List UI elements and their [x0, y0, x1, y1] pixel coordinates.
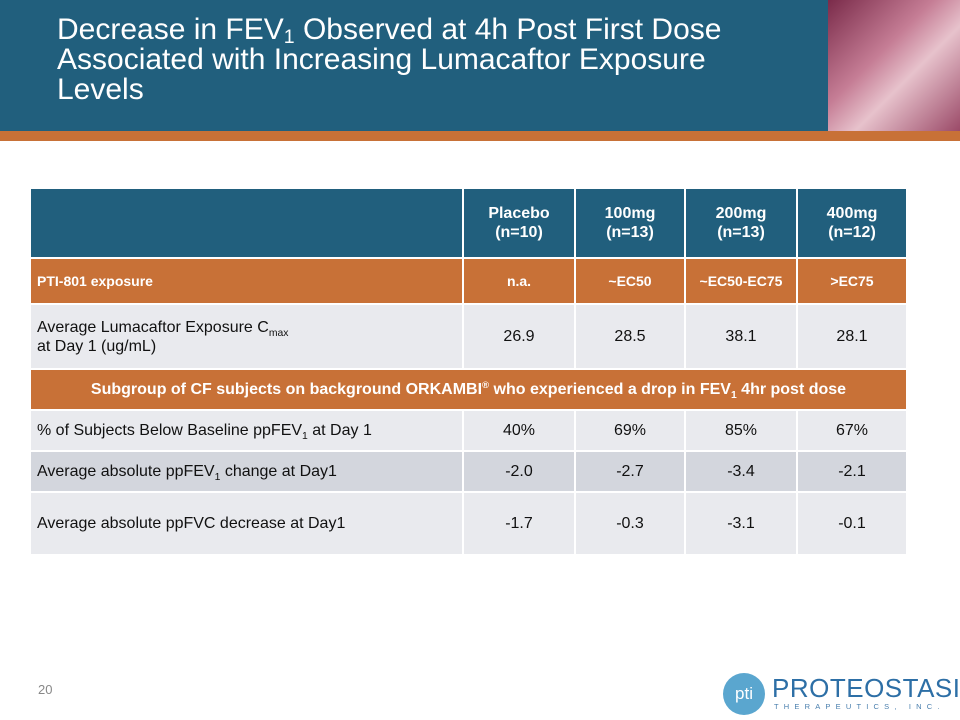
- column-n: (n=12): [828, 224, 876, 241]
- cell-value: -2.1: [838, 463, 866, 480]
- table-cell: 85%: [686, 411, 796, 450]
- column-header: 100mg (n=13): [605, 204, 656, 242]
- cell-value: -2.0: [505, 463, 533, 480]
- data-table: Placebo (n=10) 100mg (n=13) 200mg (n=13) 400mg…: [30, 188, 907, 555]
- label-text: Average Lumacaftor Exposure C: [37, 318, 269, 336]
- table-cell: 28.5: [576, 305, 684, 368]
- label-text: change at Day1: [220, 463, 337, 480]
- column-name: 400mg: [826, 205, 878, 222]
- table-cell: -0.3: [576, 493, 684, 554]
- cell-value: -3.1: [727, 515, 755, 532]
- cell-value: 28.1: [836, 328, 868, 345]
- table-cell: -3.1: [686, 493, 796, 554]
- table-cell: 40%: [464, 411, 574, 450]
- header-rule: [0, 131, 960, 141]
- logo-mark: pti: [723, 673, 765, 715]
- cell-value: >EC75: [830, 272, 874, 289]
- label-sub: 1: [214, 472, 221, 483]
- row-label: Average absolute ppFEV1 change at Day1: [37, 462, 337, 483]
- cell-value: -3.4: [727, 463, 755, 480]
- cell-value: -1.7: [505, 515, 533, 532]
- column-header: 400mg (n=12): [827, 204, 878, 242]
- label-sub: 1: [730, 390, 737, 401]
- label-sub: max: [268, 327, 289, 339]
- table-cell: [31, 189, 462, 257]
- table-cell: -3.4: [686, 452, 796, 491]
- label-text: PTI-801 exposure: [37, 272, 153, 289]
- table-cell: 28.1: [798, 305, 906, 368]
- table-cell: Average absolute ppFVC decrease at Day1: [31, 493, 462, 554]
- row-label: Average absolute ppFVC decrease at Day1: [37, 514, 345, 533]
- table-cell: 38.1: [686, 305, 796, 368]
- table-cell: -2.1: [798, 452, 906, 491]
- cell-value: 67%: [835, 422, 869, 439]
- cell-value: ~EC50: [608, 272, 652, 289]
- label-text: at Day 1: [307, 422, 372, 439]
- cell-value: 40%: [502, 422, 536, 439]
- label-sub: 1: [302, 431, 308, 442]
- column-header: 200mg (n=13): [716, 204, 767, 242]
- label-text: Subgroup of CF subjects on background OR…: [90, 381, 483, 398]
- table-cell: Subgroup of CF subjects on background OR…: [31, 370, 906, 409]
- cell-value: 85%: [724, 422, 758, 439]
- cell-value: 28.5: [614, 328, 646, 345]
- table-cell: 69%: [576, 411, 684, 450]
- cell-value: n.a.: [506, 272, 532, 289]
- cell-value: -2.7: [616, 463, 644, 480]
- cell-value: 38.1: [725, 328, 757, 345]
- label-text: at Day 1 (ug/mL): [37, 337, 157, 355]
- table-cell: 67%: [798, 411, 906, 450]
- table-cell: 26.9: [464, 305, 574, 368]
- table-cell: ~EC50-EC75: [686, 259, 796, 303]
- table-cell: -2.7: [576, 452, 684, 491]
- column-name: Placebo: [488, 205, 550, 222]
- table-cell: PTI-801 exposure: [31, 259, 462, 303]
- table-cell: -0.1: [798, 493, 906, 554]
- label-text: Average absolute ppFEV: [37, 463, 215, 480]
- table-cell: n.a.: [464, 259, 574, 303]
- column-n: (n=10): [495, 224, 543, 241]
- logo-tagline: THERAPEUTICS, INC.: [774, 702, 945, 711]
- label-text: who experienced a drop in FEV: [489, 381, 731, 398]
- slide-title: Decrease in FEV1 Observed at 4h Post Fir…: [57, 15, 797, 105]
- label-sup: ®: [482, 380, 490, 391]
- row-label: Subgroup of CF subjects on background OR…: [90, 380, 847, 401]
- cell-value: -0.3: [616, 515, 644, 532]
- table-cell: Placebo (n=10): [464, 189, 574, 257]
- table-cell: ~EC50: [576, 259, 684, 303]
- header-image: [828, 0, 960, 131]
- column-name: 100mg: [604, 205, 656, 222]
- label-text: 4hr post dose: [736, 381, 847, 398]
- label-text: Average absolute ppFVC decrease at Day1: [37, 515, 346, 532]
- table-cell: % of Subjects Below Baseline ppFEV1 at D…: [31, 411, 462, 450]
- cell-value: ~EC50-EC75: [699, 272, 783, 289]
- title-sub: 1: [283, 26, 295, 48]
- cell-value: 69%: [613, 422, 647, 439]
- column-n: (n=13): [606, 224, 654, 241]
- header-band: [0, 0, 960, 131]
- table-cell: -1.7: [464, 493, 574, 554]
- logo-name: PROTEOSTASIS: [772, 673, 960, 703]
- table-cell: >EC75: [798, 259, 906, 303]
- cell-value: -0.1: [838, 515, 866, 532]
- table-cell: 400mg (n=12): [798, 189, 906, 257]
- row-label: % of Subjects Below Baseline ppFEV1 at D…: [37, 421, 372, 442]
- column-name: 200mg: [715, 205, 767, 222]
- row-label: Average Lumacaftor Exposure Cmax at Day 1…: [37, 318, 288, 356]
- row-label: PTI-801 exposure: [37, 272, 153, 291]
- cell-value: 26.9: [503, 328, 535, 345]
- page-number: 20: [38, 682, 53, 697]
- label-text: % of Subjects Below Baseline ppFEV: [37, 422, 303, 439]
- table-cell: 100mg (n=13): [576, 189, 684, 257]
- column-n: (n=13): [717, 224, 765, 241]
- table-cell: Average Lumacaftor Exposure Cmax at Day 1…: [31, 305, 462, 368]
- title-text: Decrease in FEV: [57, 13, 284, 46]
- table-cell: 200mg (n=13): [686, 189, 796, 257]
- table-cell: -2.0: [464, 452, 574, 491]
- column-header: Placebo (n=10): [488, 204, 549, 242]
- title-text: Observed at 4h Post First Dose Associate…: [57, 13, 722, 106]
- table-cell: Average absolute ppFEV1 change at Day1: [31, 452, 462, 491]
